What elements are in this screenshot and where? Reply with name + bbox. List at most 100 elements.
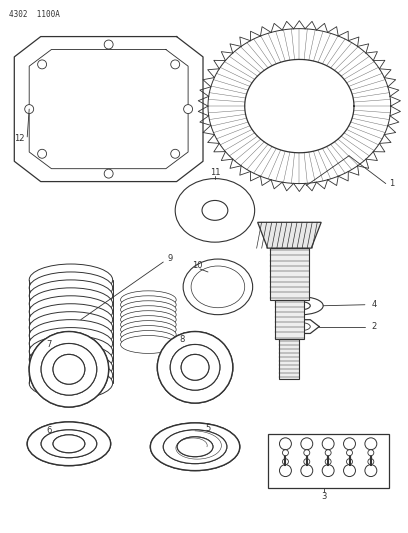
Ellipse shape <box>29 288 113 320</box>
Text: 1: 1 <box>389 179 395 188</box>
Ellipse shape <box>177 437 213 457</box>
Ellipse shape <box>41 343 97 395</box>
Ellipse shape <box>41 430 97 458</box>
Text: 4302  1100A: 4302 1100A <box>9 10 60 19</box>
Text: 10: 10 <box>192 261 202 270</box>
Ellipse shape <box>181 354 209 380</box>
Ellipse shape <box>279 297 323 314</box>
Ellipse shape <box>29 367 113 399</box>
Circle shape <box>38 60 47 69</box>
Ellipse shape <box>53 354 85 384</box>
Ellipse shape <box>29 272 113 304</box>
Polygon shape <box>268 434 389 488</box>
Circle shape <box>368 450 374 456</box>
Circle shape <box>104 169 113 178</box>
Text: 7: 7 <box>47 340 52 349</box>
Circle shape <box>184 104 193 114</box>
Polygon shape <box>275 300 304 340</box>
Circle shape <box>365 438 377 450</box>
Ellipse shape <box>175 179 255 242</box>
Ellipse shape <box>27 422 111 466</box>
Ellipse shape <box>170 344 220 390</box>
Ellipse shape <box>29 304 113 336</box>
Ellipse shape <box>121 296 176 314</box>
Ellipse shape <box>41 430 97 458</box>
Ellipse shape <box>202 200 228 220</box>
Circle shape <box>325 459 331 465</box>
Text: 9: 9 <box>168 254 173 263</box>
Ellipse shape <box>121 321 176 338</box>
Circle shape <box>171 149 180 158</box>
Ellipse shape <box>29 264 113 296</box>
Circle shape <box>368 459 374 465</box>
Text: 2: 2 <box>371 322 377 331</box>
Circle shape <box>325 450 331 456</box>
Ellipse shape <box>200 273 236 301</box>
Text: 4: 4 <box>371 300 377 309</box>
Ellipse shape <box>29 343 113 375</box>
Circle shape <box>279 465 291 477</box>
Circle shape <box>25 104 34 114</box>
Ellipse shape <box>29 359 113 391</box>
Text: 6: 6 <box>47 426 52 435</box>
Ellipse shape <box>183 259 253 314</box>
Text: 5: 5 <box>205 424 211 433</box>
Ellipse shape <box>157 332 233 403</box>
Ellipse shape <box>41 343 97 395</box>
Ellipse shape <box>29 320 113 351</box>
Polygon shape <box>279 340 299 379</box>
Circle shape <box>282 459 288 465</box>
Ellipse shape <box>157 332 233 403</box>
Circle shape <box>282 450 288 456</box>
Circle shape <box>304 459 310 465</box>
Ellipse shape <box>53 354 85 384</box>
Ellipse shape <box>163 430 227 464</box>
Ellipse shape <box>29 332 109 407</box>
Ellipse shape <box>29 328 113 359</box>
Ellipse shape <box>121 326 176 343</box>
Ellipse shape <box>29 296 113 328</box>
Text: 8: 8 <box>180 335 185 344</box>
Ellipse shape <box>29 336 113 367</box>
Circle shape <box>322 438 334 450</box>
Circle shape <box>344 465 355 477</box>
Circle shape <box>346 450 353 456</box>
Ellipse shape <box>181 354 209 380</box>
Circle shape <box>104 40 113 49</box>
Ellipse shape <box>163 430 227 464</box>
Ellipse shape <box>293 302 310 310</box>
Ellipse shape <box>121 311 176 328</box>
Ellipse shape <box>151 423 240 471</box>
Ellipse shape <box>121 306 176 324</box>
Ellipse shape <box>191 266 245 308</box>
Text: 11: 11 <box>210 168 220 177</box>
Circle shape <box>365 465 377 477</box>
Ellipse shape <box>121 301 176 319</box>
Circle shape <box>171 60 180 69</box>
Ellipse shape <box>177 437 213 457</box>
Ellipse shape <box>121 330 176 349</box>
Circle shape <box>38 149 47 158</box>
Text: 12: 12 <box>14 134 24 143</box>
Circle shape <box>322 465 334 477</box>
Circle shape <box>344 438 355 450</box>
Ellipse shape <box>293 322 310 330</box>
Circle shape <box>301 438 313 450</box>
Ellipse shape <box>29 280 113 312</box>
Circle shape <box>301 465 313 477</box>
Polygon shape <box>257 222 321 248</box>
Circle shape <box>304 450 310 456</box>
Ellipse shape <box>53 435 85 453</box>
Ellipse shape <box>121 291 176 309</box>
Ellipse shape <box>121 336 176 353</box>
Ellipse shape <box>29 351 113 383</box>
Polygon shape <box>270 248 309 300</box>
Ellipse shape <box>29 332 109 407</box>
Ellipse shape <box>170 344 220 390</box>
Ellipse shape <box>121 316 176 334</box>
Ellipse shape <box>29 312 113 343</box>
Circle shape <box>279 438 291 450</box>
Text: 3: 3 <box>322 492 327 501</box>
Circle shape <box>346 459 353 465</box>
Ellipse shape <box>27 422 111 466</box>
